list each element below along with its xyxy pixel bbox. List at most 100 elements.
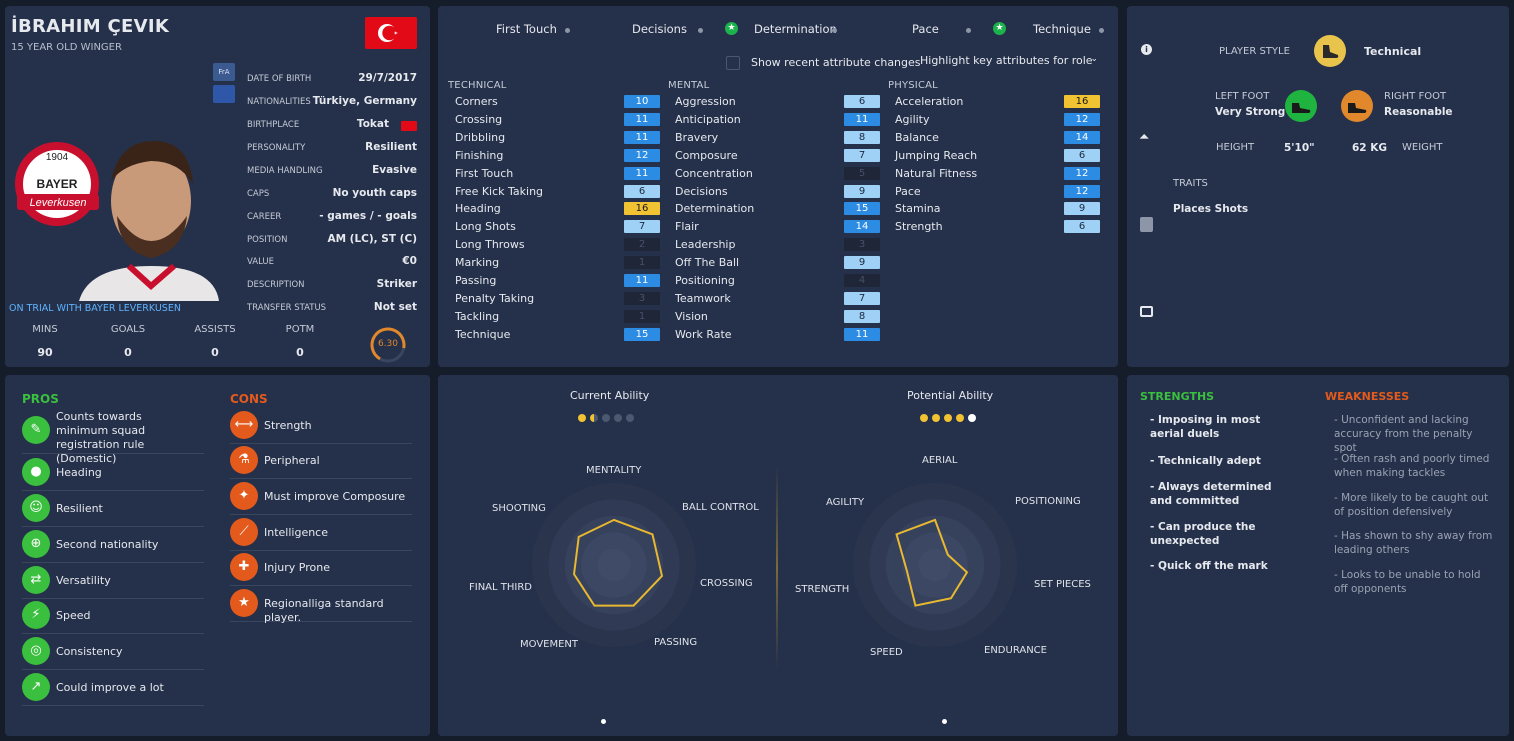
medical-icon[interactable]: [1140, 306, 1153, 317]
key-attribute[interactable]: Technique: [1033, 22, 1091, 36]
attribute-row[interactable]: Jumping Reach 6: [895, 148, 1100, 165]
club-badge[interactable]: [213, 85, 235, 103]
clipboard-icon[interactable]: [1140, 217, 1153, 232]
technical-header: TECHNICAL: [448, 80, 507, 91]
attribute-value: 7: [624, 220, 660, 234]
attribute-row[interactable]: Composure 7: [675, 148, 880, 165]
key-attribute[interactable]: Pace: [912, 22, 939, 36]
radar-shape: [572, 518, 664, 607]
attribute-row[interactable]: Determination 15: [675, 201, 880, 218]
attribute-row[interactable]: Concentration 5: [675, 166, 880, 183]
radar-axis-label: CROSSING: [700, 578, 753, 589]
attribute-row[interactable]: Technique 15: [455, 327, 660, 344]
attribute-row[interactable]: Pace 12: [895, 184, 1100, 201]
attribute-row[interactable]: Off The Ball 9: [675, 255, 880, 272]
pro-text: Could improve a lot: [56, 681, 164, 694]
attribute-row[interactable]: Free Kick Taking 6: [455, 184, 660, 201]
intelligence-icon: ⟋: [230, 518, 258, 546]
highlight-select[interactable]: Highlight key attributes for role ⌄: [920, 54, 1098, 67]
star-icon: ★: [725, 22, 738, 35]
info-value: No youth caps: [332, 187, 417, 199]
attribute-row[interactable]: Corners 10: [455, 94, 660, 111]
attribute-row[interactable]: Long Shots 7: [455, 219, 660, 236]
info-label: CAPS: [247, 189, 270, 199]
attribute-row[interactable]: Leadership 3: [675, 237, 880, 254]
attribute-value: 12: [1064, 166, 1100, 180]
key-attribute-label: First Touch: [496, 22, 557, 36]
attribute-row[interactable]: First Touch 11: [455, 166, 660, 183]
training-icon[interactable]: ⏶: [1139, 130, 1150, 145]
attribute-row[interactable]: Heading 16: [455, 201, 660, 218]
standard-icon: ★: [230, 589, 258, 617]
page-dot[interactable]: [942, 719, 947, 724]
attribute-row[interactable]: Teamwork 7: [675, 291, 880, 308]
attribute-name: Flair: [675, 220, 699, 234]
attribute-row[interactable]: Marking 1: [455, 255, 660, 272]
con-text: Must improve Composure: [264, 490, 406, 503]
attribute-row[interactable]: Aggression 6: [675, 94, 880, 111]
attribute-row[interactable]: Penalty Taking 3: [455, 291, 660, 308]
crest-year-text: 1904: [46, 152, 69, 163]
attribute-row[interactable]: Decisions 9: [675, 184, 880, 201]
attribute-row[interactable]: Passing 11: [455, 273, 660, 290]
attribute-value: 5: [844, 166, 880, 180]
attribute-name: Heading: [455, 202, 501, 216]
info-value[interactable]: Türkiye, Germany: [312, 95, 417, 107]
attribute-row[interactable]: Anticipation 11: [675, 112, 880, 129]
right-foot-value: Reasonable: [1384, 106, 1453, 118]
attribute-value: 12: [1064, 184, 1100, 198]
attribute-value: 11: [624, 274, 660, 287]
attribute-row[interactable]: Acceleration 16: [895, 94, 1100, 111]
attribute-row[interactable]: Positioning 4: [675, 273, 880, 290]
attribute-row[interactable]: Tackling 1: [455, 309, 660, 326]
show-changes-checkbox[interactable]: [726, 56, 740, 70]
pro-item: ⇄ Versatility: [22, 563, 204, 599]
rating-value: 6.30: [377, 339, 399, 349]
key-attribute[interactable]: Determination: [754, 22, 837, 36]
attribute-value: 2: [624, 238, 660, 252]
club-crest-icon: Leverkusen 1904 BAYER: [15, 142, 99, 226]
info-row: DATE OF BIRTH 29/7/2017: [247, 70, 417, 90]
attribute-name: Tackling: [455, 309, 500, 323]
division-badge[interactable]: FrA: [213, 63, 235, 81]
show-changes-label[interactable]: Show recent attribute changes: [751, 56, 921, 69]
info-value: €0: [402, 255, 417, 267]
attribute-row[interactable]: Balance 14: [895, 130, 1100, 147]
strength-item: - Quick off the mark: [1150, 560, 1268, 572]
info-icon[interactable]: i: [1141, 44, 1152, 55]
attribute-row[interactable]: Crossing 11: [455, 112, 660, 129]
attribute-row[interactable]: Dribbling 11: [455, 130, 660, 147]
globe-icon: ⊕: [22, 530, 50, 558]
attribute-value: 11: [844, 112, 880, 126]
attribute-row[interactable]: Vision 8: [675, 309, 880, 326]
left-foot-icon: [1285, 90, 1317, 122]
key-attribute[interactable]: Decisions: [632, 22, 687, 36]
radar-axis-label: PASSING: [654, 637, 698, 648]
ability-star-icon: [956, 414, 964, 422]
attribute-row[interactable]: Natural Fitness 12: [895, 166, 1100, 183]
attribute-row[interactable]: Strength 6: [895, 219, 1100, 236]
attribute-row[interactable]: Finishing 12: [455, 148, 660, 165]
con-text: Peripheral: [264, 454, 320, 467]
pro-text: Speed: [56, 609, 91, 622]
page-dot[interactable]: [601, 719, 606, 724]
crest-word-text: BAYER: [37, 177, 78, 191]
stat-value: 0: [124, 346, 132, 359]
radar-divider: [776, 465, 778, 670]
attribute-row[interactable]: Work Rate 11: [675, 327, 880, 344]
info-label: POSITION: [247, 235, 288, 245]
pro-text: Heading: [56, 466, 102, 479]
info-value: Not set: [373, 301, 417, 313]
attribute-row[interactable]: Flair 14: [675, 219, 880, 236]
attribute-name: Acceleration: [895, 95, 964, 108]
attribute-row[interactable]: Bravery 8: [675, 130, 880, 147]
attribute-value: 9: [844, 184, 880, 198]
key-attribute[interactable]: First Touch: [496, 22, 557, 36]
attribute-row[interactable]: Long Throws 2: [455, 237, 660, 254]
attribute-name: Positioning: [675, 274, 735, 287]
attribute-row[interactable]: Agility 12: [895, 112, 1100, 129]
radar-charts: [532, 483, 1017, 647]
attribute-row[interactable]: Stamina 9: [895, 201, 1100, 218]
info-label: MEDIA HANDLING: [247, 166, 323, 176]
info-value[interactable]: Tokat: [356, 118, 389, 130]
